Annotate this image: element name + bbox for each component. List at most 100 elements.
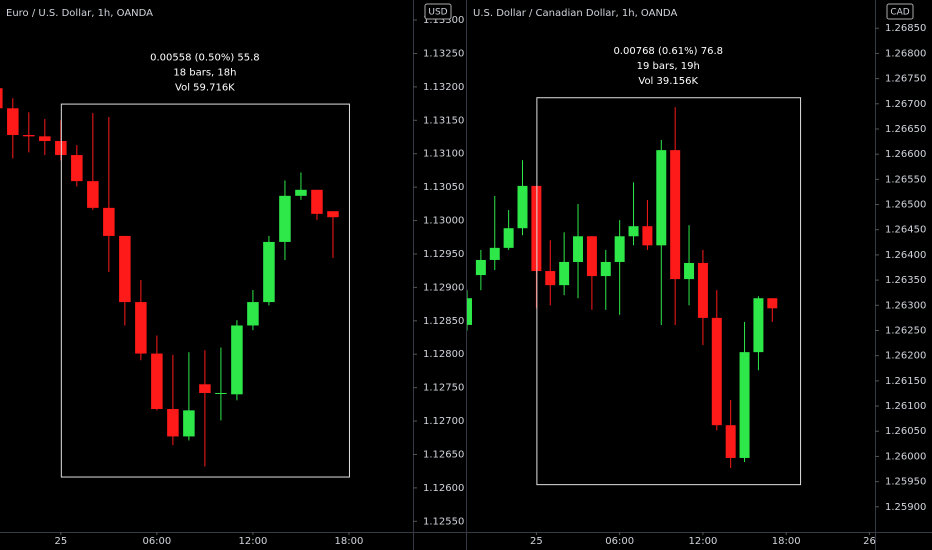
y-tick-label: 1.12950: [423, 249, 464, 260]
candle-body: [475, 259, 486, 276]
candle-body: [739, 352, 750, 458]
y-tick-label: 1.26650: [885, 124, 926, 135]
candle-body: [119, 235, 131, 303]
x-tick-label: 12:00: [689, 536, 718, 547]
y-tick-label: 1.12900: [423, 282, 464, 293]
candle-body: [559, 261, 570, 286]
x-tick-label: 06:00: [605, 536, 634, 547]
candle-body: [656, 150, 667, 246]
y-tick-label: 1.26400: [885, 250, 926, 261]
candle-body: [711, 317, 722, 426]
y-tick-label: 1.26050: [885, 426, 926, 437]
y-tick-label: 1.26500: [885, 200, 926, 211]
candle-body: [231, 325, 243, 395]
measure-label: Vol 59.716K: [175, 83, 235, 94]
measure-box: [536, 97, 802, 486]
chart-title: U.S. Dollar / Canadian Dollar, 1h, OANDA: [473, 8, 677, 19]
candle-body: [753, 298, 764, 353]
y-tick-label: 1.13100: [423, 149, 464, 160]
candle-body: [215, 392, 227, 394]
candle-body: [135, 302, 147, 354]
y-tick-label: 1.12650: [423, 449, 464, 460]
candle-body: [103, 207, 115, 236]
measure-label: Vol 39.156K: [638, 76, 698, 87]
y-tick-label: 1.26200: [885, 351, 926, 362]
y-tick-label: 1.26450: [885, 225, 926, 236]
x-tick-label: 06:00: [142, 536, 171, 547]
x-tick-label: 18:00: [772, 536, 801, 547]
candle-body: [167, 409, 179, 437]
candle-body: [725, 425, 736, 458]
y-tick-label: 1.26700: [885, 99, 926, 110]
currency-label: CAD: [890, 8, 909, 18]
currency-badge: [886, 3, 914, 20]
candle-body: [87, 181, 99, 208]
candle-body: [628, 226, 639, 237]
y-tick-label: 1.13300: [423, 15, 464, 26]
y-tick-label: 1.13250: [423, 48, 464, 59]
candle-body: [151, 353, 163, 410]
candle-body: [600, 261, 611, 277]
candle-body: [183, 410, 195, 437]
candle-body: [697, 262, 708, 318]
y-tick-label: 1.25950: [885, 477, 926, 488]
x-tick-label: 25: [530, 536, 543, 547]
measure-box: [60, 103, 350, 478]
y-tick-label: 1.26150: [885, 376, 926, 387]
y-tick-label: 1.12600: [423, 483, 464, 494]
measure-label: 19 bars, 19h: [637, 61, 700, 72]
y-tick-label: 1.13150: [423, 115, 464, 126]
candle-body: [23, 135, 35, 137]
y-tick-label: 1.12850: [423, 316, 464, 327]
candle-body: [39, 136, 51, 142]
y-tick-label: 1.26350: [885, 275, 926, 286]
candle-body: [71, 155, 83, 182]
candle-body: [199, 384, 211, 393]
y-tick-label: 1.26300: [885, 300, 926, 311]
y-tick-label: 1.26850: [885, 23, 926, 34]
chart-title: Euro / U.S. Dollar, 1h, OANDA: [6, 8, 153, 19]
currency-badge: [424, 3, 452, 20]
currency-label: USD: [428, 8, 447, 18]
candle-body: [247, 302, 259, 326]
candle-body: [311, 189, 323, 214]
candle-body: [489, 247, 500, 260]
y-tick-label: 1.12550: [423, 516, 464, 527]
candle-body: [545, 271, 556, 286]
y-tick-label: 1.12750: [423, 383, 464, 394]
candle-body: [517, 185, 528, 229]
y-tick-label: 1.12800: [423, 349, 464, 360]
y-tick-label: 1.13050: [423, 182, 464, 193]
x-tick-label: 26: [863, 536, 876, 547]
candle-body: [7, 108, 19, 136]
candle-body: [263, 241, 275, 303]
y-tick-label: 1.26750: [885, 74, 926, 85]
candle-body: [467, 298, 472, 325]
measure-label: 0.00558 (0.50%) 55.8: [150, 53, 260, 64]
x-tick-label: 25: [54, 536, 67, 547]
x-tick-label: 18:00: [335, 536, 364, 547]
y-tick-label: 1.26000: [885, 451, 926, 462]
measure-label: 18 bars, 18h: [173, 68, 236, 79]
measure-label: 0.00768 (0.61%) 76.8: [613, 46, 723, 57]
y-tick-label: 1.26550: [885, 174, 926, 185]
candle-body: [684, 262, 695, 280]
y-tick-label: 1.13000: [423, 216, 464, 227]
y-tick-label: 1.13200: [423, 82, 464, 93]
candle-body: [767, 298, 778, 309]
candle-body: [573, 236, 584, 262]
plot: [467, 107, 778, 469]
candle-body: [295, 189, 307, 196]
candle-body: [0, 88, 3, 109]
y-tick-label: 1.12700: [423, 416, 464, 427]
candle-body: [670, 150, 681, 280]
candle-body: [279, 195, 291, 242]
candle-body: [327, 211, 339, 218]
x-tick-label: 12:00: [239, 536, 268, 547]
candle-body: [586, 236, 597, 277]
candle-body: [614, 236, 625, 262]
y-tick-label: 1.26600: [885, 149, 926, 160]
y-tick-label: 1.26250: [885, 325, 926, 336]
